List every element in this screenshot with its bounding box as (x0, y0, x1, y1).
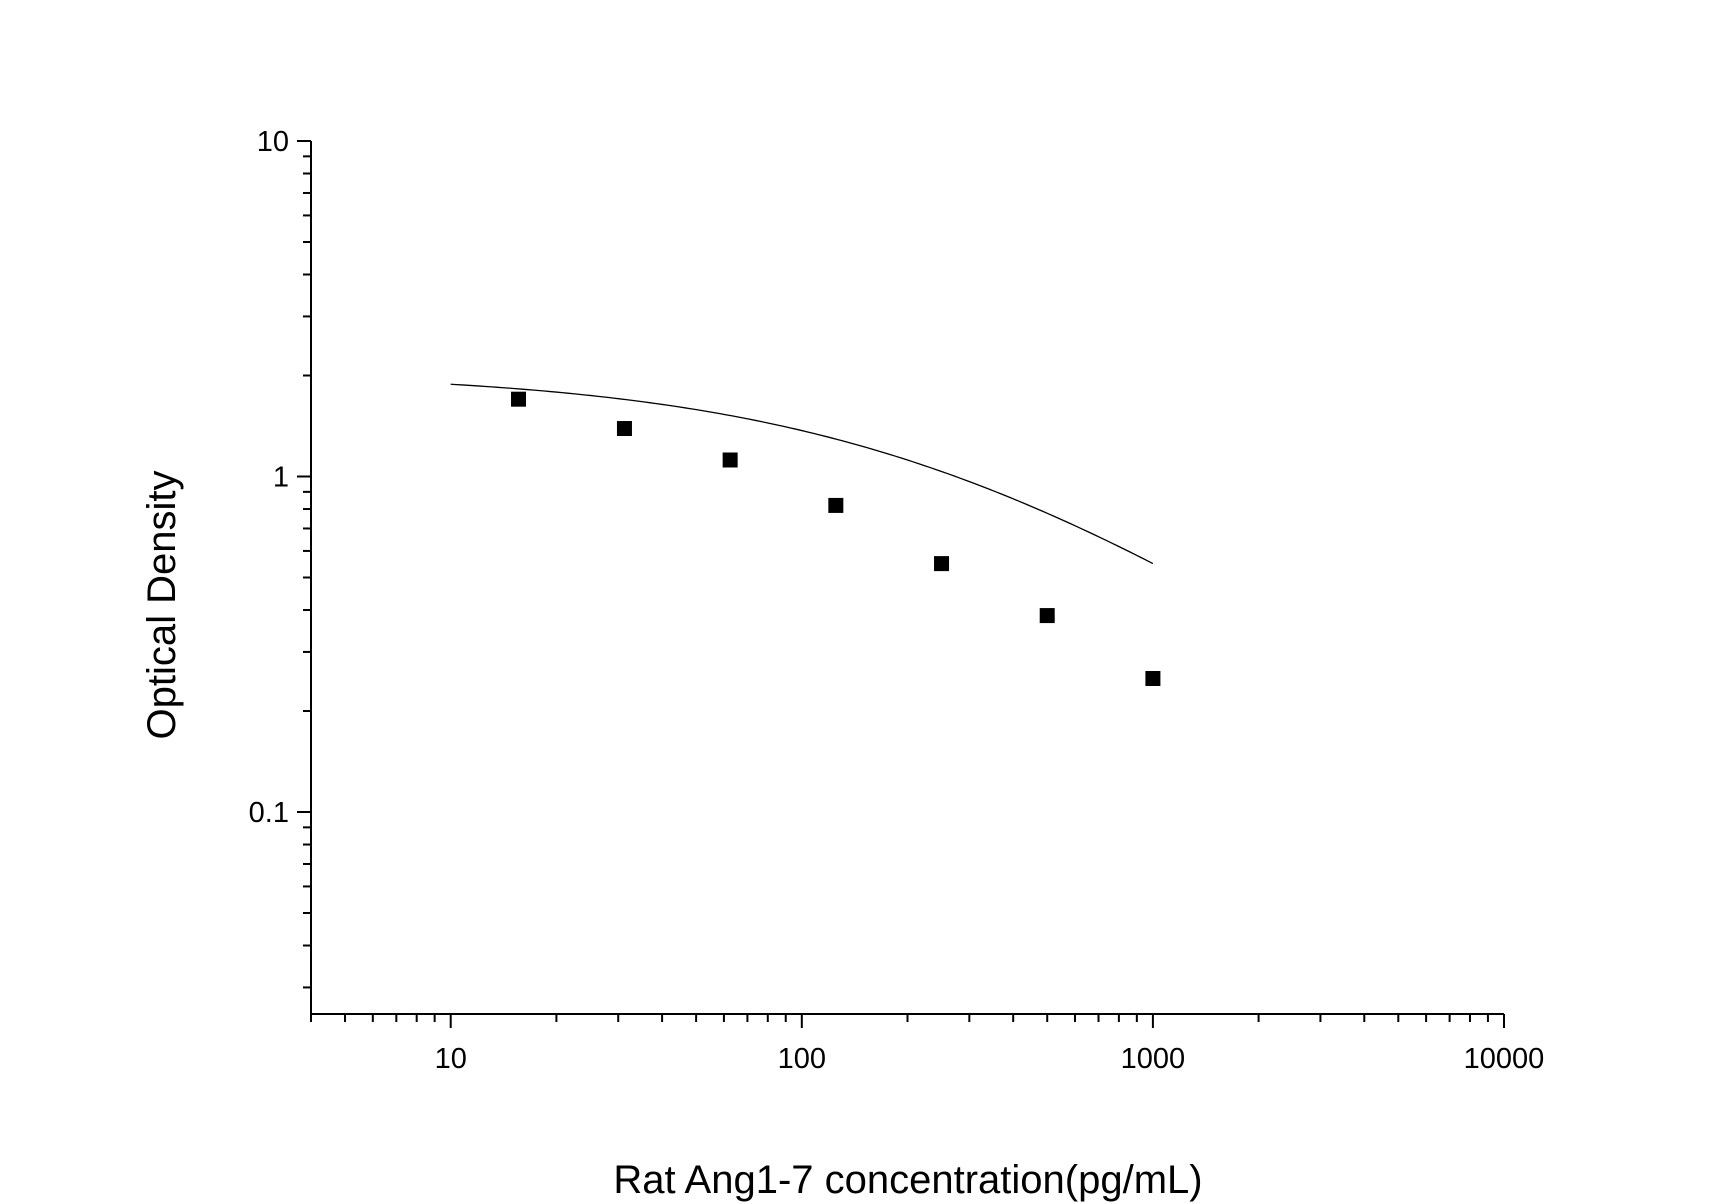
axes (310, 141, 1504, 1015)
x-tick-label: 10000 (1464, 1043, 1545, 1075)
data-point-marker (722, 452, 738, 468)
axis-ticks (297, 140, 1505, 1028)
fit-curve (450, 383, 1154, 565)
y-tick-label: 1 (273, 462, 289, 494)
x-tick-label: 1000 (1121, 1043, 1186, 1075)
data-point-marker (828, 497, 844, 513)
y-tick-label: 0.1 (249, 797, 289, 829)
data-point-marker (934, 556, 950, 572)
y-tick-label: 10 (257, 126, 289, 158)
x-tick-label: 100 (778, 1043, 826, 1075)
y-axis-title: Optical Density (140, 471, 184, 740)
x-tick-label: 10 (435, 1043, 467, 1075)
fit-curve-group (450, 383, 1154, 565)
data-point-marker (616, 421, 632, 437)
tick-labels: 10 100 1000 10000 0.1 1 10 (249, 126, 1545, 1075)
data-point-marker (511, 391, 527, 407)
data-point-marker (1039, 608, 1055, 624)
data-points (511, 391, 1161, 686)
data-point-marker (1145, 670, 1161, 686)
x-axis-title: Rat Ang1-7 concentration(pg/mL) (613, 1158, 1202, 1202)
